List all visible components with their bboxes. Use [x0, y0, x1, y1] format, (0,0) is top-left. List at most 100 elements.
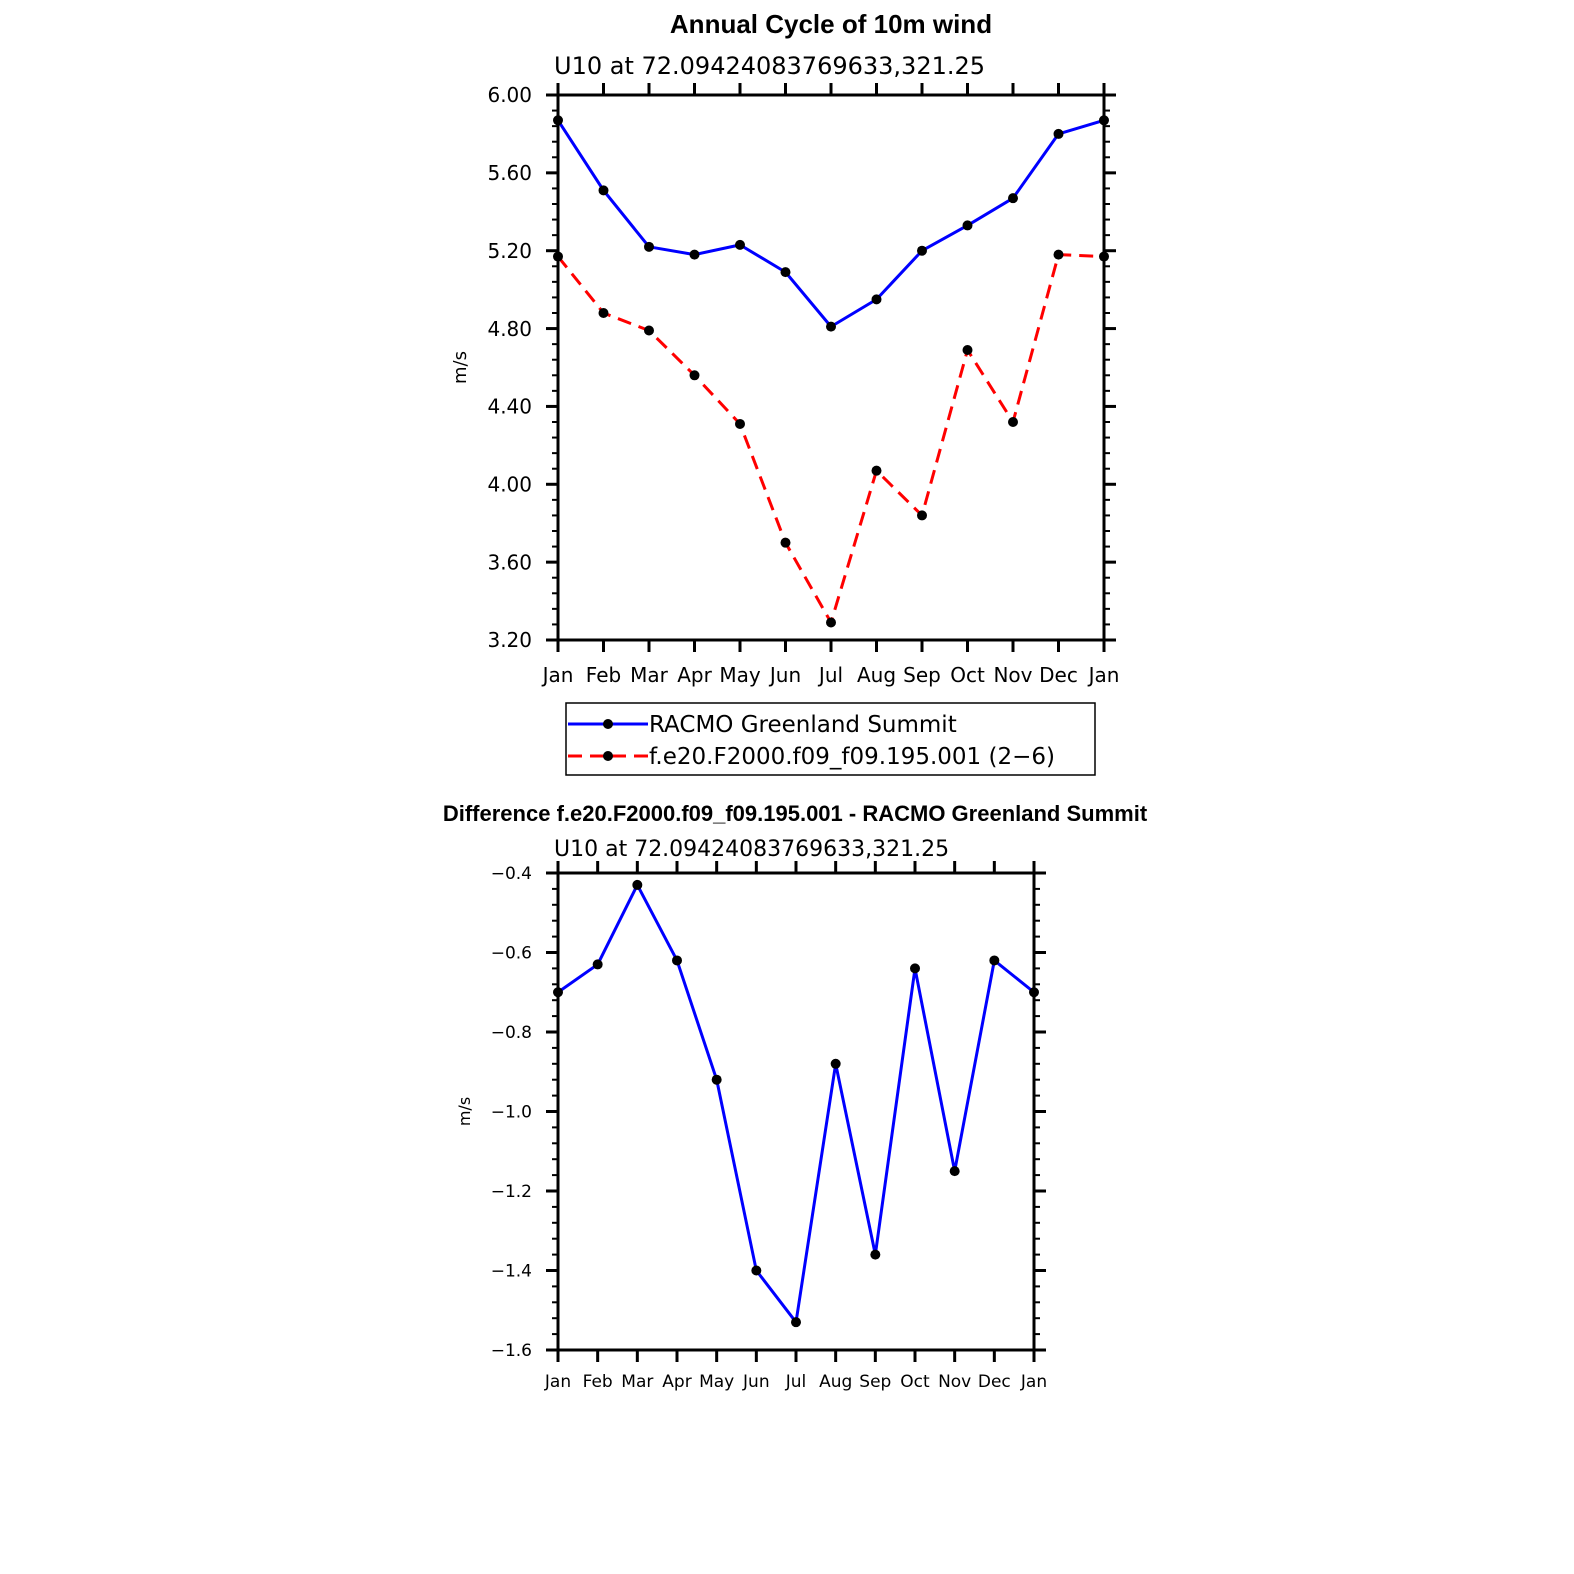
x-tick-label: Aug — [857, 663, 896, 687]
series-line-1 — [557, 883, 1035, 1324]
data-point — [826, 321, 836, 332]
data-point — [672, 955, 682, 966]
x-tick-label: Jun — [742, 1372, 770, 1392]
data-point — [962, 344, 973, 355]
annual-cycle-legend: RACMO Greenland Summit f.e20.F2000.f09_f0… — [565, 702, 1096, 776]
data-point — [1029, 987, 1039, 998]
y-tick-label: −0.6 — [491, 944, 532, 964]
x-tick-label: Oct — [900, 1372, 930, 1392]
legend-marker — [603, 751, 613, 761]
x-tick-label: Aug — [819, 1372, 852, 1392]
x-tick-label: Feb — [586, 663, 621, 687]
data-point — [780, 267, 791, 278]
x-tick-label: Nov — [938, 1372, 971, 1392]
y-tick-label: 4.00 — [487, 472, 532, 496]
data-point — [553, 251, 563, 262]
y-tick-label: −1.4 — [491, 1262, 532, 1282]
x-tick-label: Dec — [978, 1372, 1011, 1392]
data-point — [1008, 417, 1018, 427]
data-point — [989, 955, 1000, 966]
chart-title: Annual Cycle of 10m wind — [670, 9, 992, 39]
data-point — [644, 241, 654, 252]
x-tick-label: Mar — [630, 663, 669, 687]
data-point — [910, 963, 920, 974]
x-tick-label: May — [699, 1372, 734, 1392]
x-tick-label: Apr — [662, 1372, 691, 1392]
data-point — [1053, 128, 1064, 139]
x-tick-label: Sep — [859, 1372, 891, 1392]
series-line-1 — [556, 118, 1105, 329]
data-point — [553, 115, 563, 126]
data-point — [826, 617, 836, 628]
y-tick-label: 4.80 — [487, 317, 532, 341]
data-point — [711, 1074, 722, 1085]
legend-box — [565, 702, 1096, 776]
y-tick-label: 3.20 — [487, 628, 532, 652]
y-tick-label: 5.60 — [487, 161, 532, 185]
data-point — [1053, 249, 1064, 260]
x-tick-label: Jul — [785, 1372, 807, 1392]
x-tick-label: Jan — [1087, 663, 1120, 687]
x-tick-label: Oct — [950, 663, 985, 687]
y-tick-label: 6.00 — [487, 83, 532, 107]
x-tick-label: Jan — [544, 1372, 571, 1392]
data-point — [1099, 115, 1109, 126]
data-point — [553, 987, 563, 998]
data-point — [917, 245, 927, 256]
legend-marker — [603, 719, 613, 729]
series-line-2 — [556, 253, 1105, 624]
data-point — [592, 959, 603, 970]
x-tick-label: Jan — [1020, 1372, 1047, 1392]
y-tick-label: −1.6 — [491, 1341, 532, 1361]
data-point — [644, 325, 654, 336]
y-axis-label: m/s — [455, 1097, 474, 1126]
data-point — [689, 249, 700, 260]
data-point — [598, 185, 609, 196]
difference-chart: Difference f.e20.F2000.f09_f09.195.001 -… — [443, 801, 1148, 1392]
data-point — [949, 1166, 960, 1177]
chart-title: Difference f.e20.F2000.f09_f09.195.001 -… — [443, 801, 1148, 826]
y-axis-label: m/s — [450, 351, 471, 384]
data-point — [598, 308, 609, 318]
data-point — [780, 537, 791, 548]
plot-frame — [556, 871, 1036, 1352]
data-point — [751, 1265, 762, 1276]
y-tick-label: −1.2 — [491, 1182, 532, 1202]
x-tick-label: Dec — [1039, 663, 1078, 687]
x-tick-label: Jun — [768, 663, 801, 687]
x-tick-label: Mar — [621, 1372, 653, 1392]
legend-label-2: f.e20.F2000.f09_f09.195.001 (2−6) — [649, 744, 1055, 770]
y-tick-label: −1.0 — [491, 1103, 532, 1123]
data-point — [1099, 251, 1109, 262]
annual-cycle-chart: Annual Cycle of 10m wind U10 at 72.094240… — [450, 9, 1119, 687]
chart-subtitle: U10 at 72.09424083769633,321.25 — [554, 52, 985, 80]
plot-frame — [556, 93, 1106, 642]
x-tick-label: Sep — [903, 663, 941, 687]
data-point — [917, 510, 927, 521]
y-tick-label: −0.4 — [491, 864, 532, 884]
legend-label-1: RACMO Greenland Summit — [649, 712, 957, 738]
data-point — [1008, 193, 1018, 204]
x-tick-label: Feb — [583, 1372, 613, 1392]
data-point — [871, 465, 882, 476]
y-tick-label: 3.60 — [487, 550, 532, 574]
y-tick-label: 5.20 — [487, 239, 532, 263]
x-tick-label: Jan — [541, 663, 574, 687]
data-point — [962, 220, 973, 231]
data-point — [791, 1317, 801, 1328]
x-tick-label: Apr — [677, 663, 712, 687]
y-tick-label: 4.40 — [487, 395, 532, 419]
data-point — [870, 1249, 881, 1260]
data-point — [830, 1058, 841, 1069]
data-point — [735, 418, 745, 429]
data-point — [735, 239, 745, 250]
data-point — [871, 294, 882, 305]
data-point — [689, 370, 700, 381]
x-tick-label: May — [719, 663, 761, 687]
x-tick-label: Nov — [993, 663, 1032, 687]
chart-subtitle: U10 at 72.09424083769633,321.25 — [554, 837, 949, 862]
x-tick-label: Jul — [817, 663, 843, 687]
data-point — [632, 879, 643, 890]
y-tick-label: −0.8 — [491, 1023, 532, 1043]
